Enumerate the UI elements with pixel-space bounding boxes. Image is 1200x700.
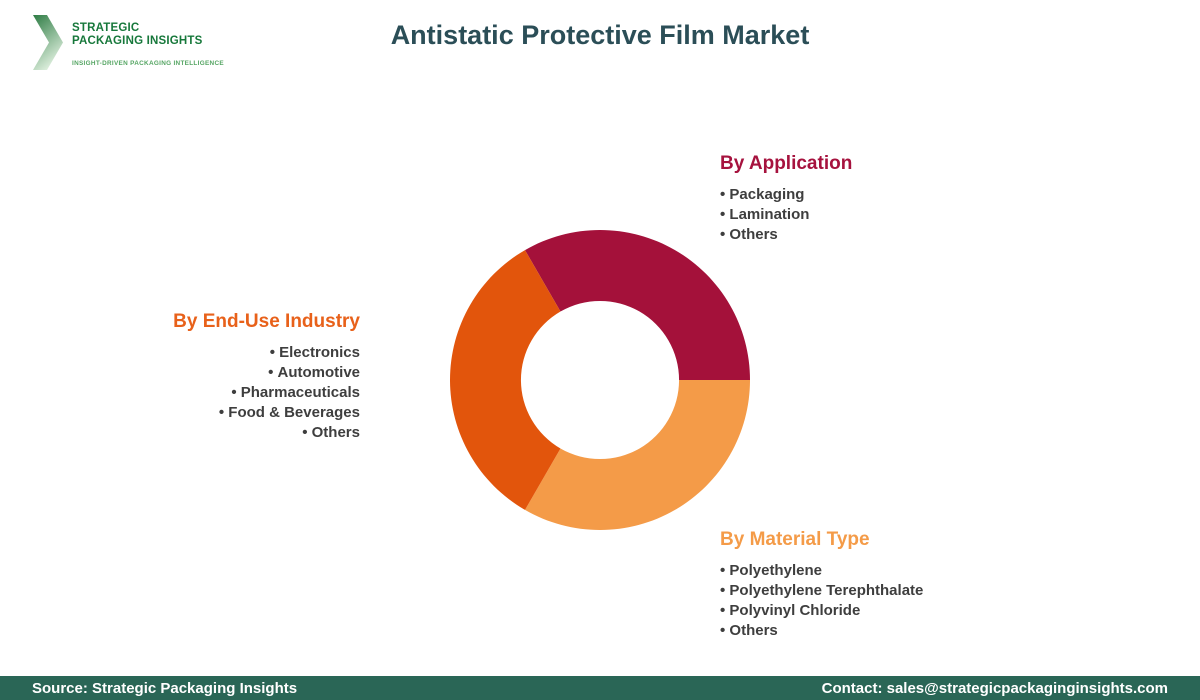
list-item: Polyethylene Terephthalate	[720, 581, 923, 601]
list-item: Others	[720, 621, 923, 641]
list-item: Others	[720, 225, 852, 245]
bullet-list-end-use: Electronics Automotive Pharmaceuticals F…	[173, 343, 360, 443]
page-title: Antistatic Protective Film Market	[390, 20, 810, 50]
section-by-end-use-industry: By End-Use Industry Electronics Automoti…	[173, 310, 360, 443]
footer-source: Source: Strategic Packaging Insights	[32, 679, 298, 697]
list-item: Electronics	[173, 343, 360, 363]
donut-segment-material	[525, 380, 750, 530]
section-heading-application: By Application	[720, 153, 853, 174]
list-item: Automotive	[173, 363, 361, 383]
brand-logo: STRATEGIC PACKAGING INSIGHTS INSIGHT-DRI…	[33, 15, 224, 70]
donut-svg	[450, 230, 750, 530]
bullet-list-material: Polyethylene Polyethylene Terephthalate …	[720, 561, 923, 641]
list-item: Food & Beverages	[173, 403, 360, 423]
bullet-list-application: Packaging Lamination Others	[720, 185, 852, 245]
donut-segment-application	[525, 230, 750, 380]
list-item: Polyethylene	[720, 561, 923, 581]
list-item: Others	[173, 423, 360, 443]
list-item: Polyvinyl Chloride	[720, 601, 923, 621]
brand-text-block: STRATEGIC PACKAGING INSIGHTS INSIGHT-DRI…	[72, 15, 224, 70]
donut-segment-end-use	[450, 250, 561, 510]
section-by-application: By Application Packaging Lamination Othe…	[720, 152, 852, 245]
brand-name-line1: STRATEGIC	[72, 22, 140, 34]
footer-contact: Contact: sales@strategicpackaginginsight…	[821, 679, 1168, 697]
donut-chart	[450, 230, 750, 530]
section-heading-material: By Material Type	[720, 529, 870, 550]
logo-chevron-icon	[33, 15, 63, 70]
brand-name-line2: PACKAGING INSIGHTS	[72, 35, 203, 47]
list-item: Pharmaceuticals	[173, 383, 360, 403]
brand-tagline: INSIGHT-DRIVEN PACKAGING INTELLIGENCE	[72, 60, 224, 67]
footer-bar: Source: Strategic Packaging Insights Con…	[0, 676, 1200, 700]
section-by-material-type: By Material Type Polyethylene Polyethyle…	[720, 528, 923, 641]
list-item: Lamination	[720, 205, 852, 225]
section-heading-end-use: By End-Use Industry	[173, 311, 360, 332]
list-item: Packaging	[720, 185, 852, 205]
